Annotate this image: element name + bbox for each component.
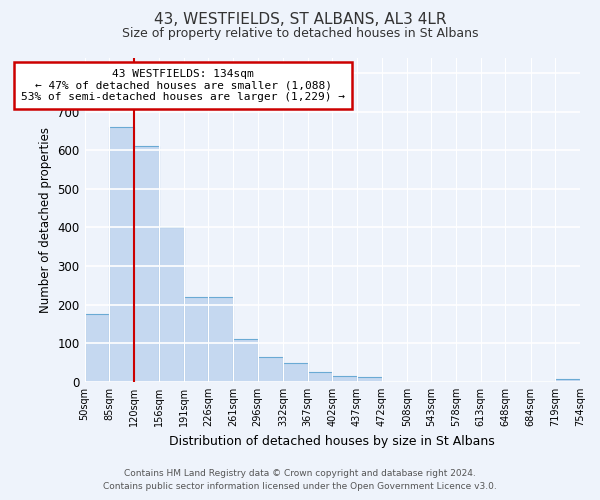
Text: Contains HM Land Registry data © Crown copyright and database right 2024.
Contai: Contains HM Land Registry data © Crown c…: [103, 469, 497, 491]
Bar: [233, 340, 257, 382]
Bar: [332, 376, 357, 382]
Bar: [357, 378, 382, 382]
Y-axis label: Number of detached properties: Number of detached properties: [39, 126, 52, 312]
Text: 43, WESTFIELDS, ST ALBANS, AL3 4LR: 43, WESTFIELDS, ST ALBANS, AL3 4LR: [154, 12, 446, 28]
Text: Size of property relative to detached houses in St Albans: Size of property relative to detached ho…: [122, 28, 478, 40]
Bar: [85, 314, 109, 382]
Bar: [208, 297, 233, 382]
Bar: [556, 379, 580, 382]
X-axis label: Distribution of detached houses by size in St Albans: Distribution of detached houses by size …: [169, 434, 495, 448]
Bar: [283, 364, 308, 382]
Bar: [257, 357, 283, 382]
Text: 43 WESTFIELDS: 134sqm
← 47% of detached houses are smaller (1,088)
53% of semi-d: 43 WESTFIELDS: 134sqm ← 47% of detached …: [21, 69, 345, 102]
Bar: [308, 372, 332, 382]
Bar: [109, 127, 134, 382]
Bar: [159, 228, 184, 382]
Bar: [184, 297, 208, 382]
Bar: [134, 146, 159, 382]
